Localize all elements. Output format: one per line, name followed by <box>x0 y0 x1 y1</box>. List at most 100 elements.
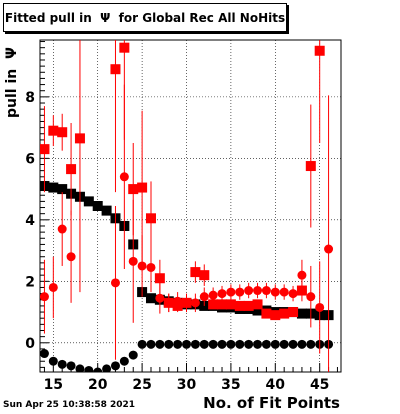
data-point-circle <box>155 293 165 303</box>
data-point-square <box>225 299 236 310</box>
timestamp: Sun Apr 25 10:38:58 2021 <box>3 400 136 410</box>
data-point-circle <box>279 339 289 349</box>
data-point-square <box>252 299 263 310</box>
data-point-circle <box>128 256 138 266</box>
data-point-square <box>66 164 77 175</box>
data-point-square <box>270 310 281 321</box>
data-point-circle <box>288 339 298 349</box>
data-point-circle <box>270 339 280 349</box>
data-point-square <box>128 184 139 195</box>
data-point-square <box>252 305 263 316</box>
data-point-circle <box>306 292 316 302</box>
x-tick-label: 20 <box>88 377 108 393</box>
data-point-circle <box>253 339 263 349</box>
data-point-circle <box>66 252 76 262</box>
data-point-circle <box>297 270 307 280</box>
chart-title: Fitted pull in Ψ for Global Rec All NoHi… <box>3 3 287 32</box>
data-point-circle <box>119 172 129 182</box>
data-point-circle <box>155 339 165 349</box>
data-point-square <box>57 184 68 195</box>
plot-frame <box>39 39 342 373</box>
data-point-square <box>305 161 316 172</box>
data-point-circle <box>164 339 174 349</box>
data-point-square <box>137 182 148 193</box>
data-point-circle <box>128 350 138 360</box>
data-layer <box>40 40 334 372</box>
data-point-square <box>217 299 228 310</box>
data-point-square <box>190 267 201 278</box>
data-point-square <box>243 300 254 311</box>
data-point-circle <box>279 287 289 297</box>
data-point-circle <box>306 339 316 349</box>
data-point-circle <box>40 349 49 359</box>
data-point-circle <box>93 367 103 372</box>
data-point-square <box>296 308 307 319</box>
data-point-circle <box>261 286 271 296</box>
data-point-circle <box>208 290 218 300</box>
data-point-square <box>92 201 103 211</box>
data-point-circle <box>217 339 227 349</box>
x-tick-label: 40 <box>266 377 286 393</box>
data-point-circle <box>110 361 120 371</box>
y-tick-label: 4 <box>25 213 35 229</box>
data-point-square <box>83 196 94 207</box>
data-point-circle <box>253 286 263 296</box>
data-point-square <box>314 45 325 56</box>
data-point-circle <box>48 356 58 366</box>
data-point-square <box>48 125 59 136</box>
data-point-circle <box>217 289 227 299</box>
data-point-square <box>40 144 50 155</box>
data-point-square <box>279 308 290 319</box>
data-point-circle <box>244 286 254 296</box>
data-point-circle <box>288 289 298 299</box>
data-point-circle <box>66 361 76 371</box>
data-point-circle <box>40 292 49 302</box>
data-point-circle <box>235 339 245 349</box>
data-point-circle <box>110 278 120 288</box>
data-point-circle <box>102 364 112 372</box>
data-point-circle <box>244 339 254 349</box>
x-tick-label: 30 <box>177 377 197 393</box>
data-point-circle <box>270 287 280 297</box>
data-point-circle <box>57 359 67 369</box>
x-tick-label: 25 <box>132 377 151 393</box>
data-point-circle <box>137 261 147 271</box>
data-point-circle <box>164 298 174 308</box>
data-point-square <box>154 273 165 284</box>
data-point-circle <box>146 339 156 349</box>
data-point-square <box>145 213 156 224</box>
data-point-circle <box>190 339 200 349</box>
data-point-circle <box>146 262 156 272</box>
data-point-square <box>145 293 156 304</box>
y-tick-label: 2 <box>25 274 35 290</box>
data-point-circle <box>75 364 85 372</box>
data-point-circle <box>84 365 94 372</box>
y-tick-label: 6 <box>25 151 35 167</box>
data-point-square <box>208 299 219 310</box>
data-point-circle <box>182 298 192 308</box>
data-point-circle <box>190 298 200 308</box>
data-point-circle <box>199 339 209 349</box>
data-point-circle <box>315 302 325 312</box>
data-point-square <box>48 182 59 193</box>
x-axis-label: No. of Fit Points <box>203 394 340 412</box>
data-point-square <box>74 133 85 144</box>
data-point-circle <box>57 224 67 234</box>
data-point-square <box>199 270 210 281</box>
data-point-square <box>234 300 245 311</box>
data-point-circle <box>235 287 245 297</box>
data-point-square <box>119 42 130 53</box>
data-point-circle <box>137 339 147 349</box>
data-point-circle <box>226 339 236 349</box>
data-point-circle <box>48 282 58 292</box>
data-point-square <box>57 127 68 138</box>
data-point-circle <box>119 356 129 366</box>
x-tick-label: 45 <box>310 377 329 393</box>
data-point-square <box>110 64 121 75</box>
y-tick-label: 0 <box>25 336 35 352</box>
data-point-circle <box>173 339 183 349</box>
data-point-circle <box>199 292 209 302</box>
y-tick-label: 8 <box>25 90 35 106</box>
data-point-square <box>261 308 272 319</box>
